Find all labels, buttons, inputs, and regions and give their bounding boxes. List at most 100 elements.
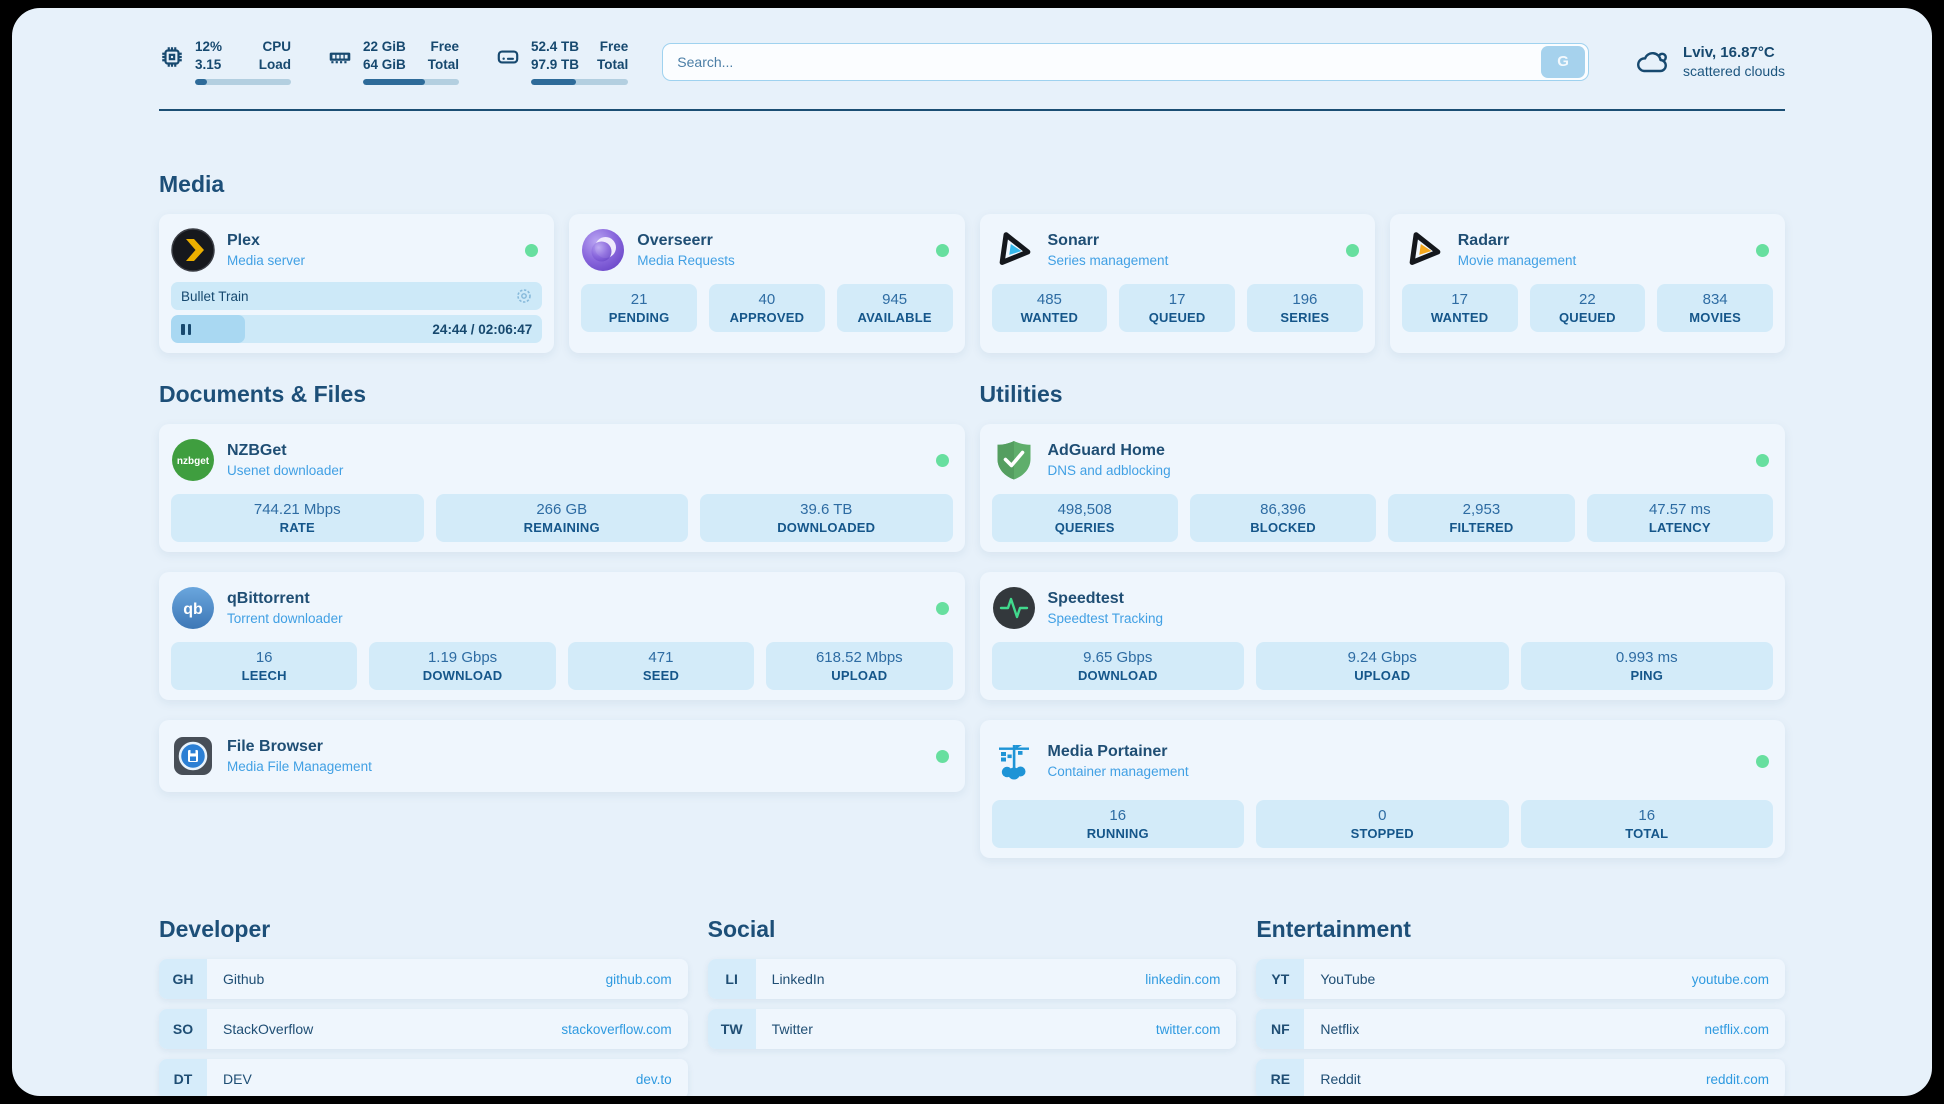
status-dot [935,243,949,257]
session-disc-icon [517,289,532,303]
ram-progress-bar [363,79,459,86]
link-abbr: YT [1256,959,1305,1000]
filebrowser-icon [174,737,212,776]
app-subtitle: Media Requests [637,252,735,268]
link-url[interactable]: youtube.com [1691,971,1769,987]
disk-progress-bar [531,79,629,86]
ram-icon [329,52,351,64]
disk-total-value: 97.9 TB [531,56,580,72]
stat-tile: 498,508 QUERIES [991,494,1178,543]
app-card-speedtest[interactable]: Speedtest Speedtest Tracking 9.65 Gbps D… [979,572,1785,701]
section-title-media: Media [159,171,225,198]
pause-icon[interactable] [181,323,191,335]
section-title-developer: Developer [159,916,271,943]
link-abbr: SO [159,1009,207,1050]
search-input[interactable] [663,53,1542,70]
status-dot [935,749,949,763]
search-provider-button[interactable]: G [1541,45,1586,78]
stat-tile: 40 APPROVED [709,284,825,333]
svg-text:qb: qb [183,601,203,618]
cloud-icon [1637,51,1667,72]
app-card-filebrowser[interactable]: File Browser Media File Management [159,720,965,793]
app-card-sonarr[interactable]: Sonarr Series management 485 WANTED 17 Q… [979,214,1375,354]
app-subtitle: Torrent downloader [227,610,343,626]
link-item-stackoverflow[interactable]: SO StackOverflow stackoverflow.com [159,1009,688,1050]
nzbget-icon: nzbget [172,439,214,482]
stat-tile: 0.993 ms PING [1520,642,1773,691]
app-subtitle: Movie management [1457,252,1577,268]
link-name: DEV [223,1071,252,1088]
weather-condition: scattered clouds [1683,63,1785,80]
link-item-dev[interactable]: DT DEV dev.to [159,1059,688,1096]
link-item-github[interactable]: GH Github github.com [159,959,688,1000]
app-card-nzbget[interactable]: nzbget NZBGet Usenet downloader 744.21 M… [159,424,965,553]
top-bar: 12% 3.15 CPU Load [159,38,1785,86]
link-url[interactable]: reddit.com [1705,1071,1769,1087]
app-name: Speedtest [1047,590,1124,608]
disk-total-label: Total [597,56,629,72]
weather-widget: Lviv, 16.87°C scattered clouds [1635,43,1785,81]
stat-tile: 2,953 FILTERED [1388,494,1575,543]
radarr-icon [1409,232,1441,266]
playback-time: 24:44 / 02:06:47 [432,321,533,337]
link-url[interactable]: twitter.com [1155,1021,1221,1037]
disk-stat: 52.4 TB 97.9 TB Free Total [495,38,629,86]
app-subtitle: Container management [1047,763,1189,779]
stat-tile: 16 LEECH [171,642,358,691]
link-item-youtube[interactable]: YT YouTube youtube.com [1256,959,1785,1000]
link-url[interactable]: github.com [605,971,672,987]
link-item-linkedin[interactable]: LI LinkedIn linkedin.com [707,959,1237,1000]
link-item-reddit[interactable]: RE Reddit reddit.com [1256,1059,1785,1096]
now-playing-title: Bullet Train [181,288,249,304]
cpu-stat: 12% 3.15 CPU Load [159,38,291,86]
section-title-social: Social [707,916,776,943]
status-dot [1756,754,1769,768]
app-name: File Browser [227,738,324,756]
link-url[interactable]: linkedin.com [1145,971,1221,987]
link-item-netflix[interactable]: NF Netflix netflix.com [1256,1009,1785,1050]
app-card-radarr[interactable]: Radarr Movie management 17 WANTED 22 QUE… [1389,214,1785,354]
status-dot [935,601,949,615]
app-subtitle: Media server [227,252,306,268]
app-name: Radarr [1457,232,1510,250]
app-subtitle: DNS and adblocking [1047,462,1171,478]
links-column-developer: Developer GH Github github.com SO StackO… [159,916,688,1096]
ram-stat: 22 GiB 64 GiB Free Total [327,38,459,86]
cpu-icon [162,47,182,67]
link-abbr: GH [159,959,207,1000]
media-grid: Plex Media server Bullet Train 24:44 / 0… [159,214,1785,354]
link-url[interactable]: netflix.com [1704,1021,1769,1037]
app-card-overseerr[interactable]: Overseerr Media Requests 21 PENDING 40 A… [569,214,965,354]
stat-tile: 618.52 Mbps UPLOAD [766,642,953,691]
app-card-portainer[interactable]: Media Portainer Container management 16 … [979,720,1785,859]
stat-tile: 86,396 BLOCKED [1189,494,1377,543]
app-card-plex[interactable]: Plex Media server Bullet Train 24:44 / 0… [159,214,555,354]
link-name: Twitter [771,1021,813,1038]
link-url[interactable]: stackoverflow.com [561,1021,672,1037]
app-card-qbittorrent[interactable]: qb qBittorrent Torrent downloader 16 LEE… [159,572,965,701]
links-column-social: Social LI LinkedIn linkedin.com TW Twitt… [707,916,1237,1096]
link-url[interactable]: dev.to [635,1071,672,1087]
dashboard-page: 12% 3.15 CPU Load [12,8,1932,1096]
section-title-entertainment: Entertainment [1256,916,1411,943]
status-dot [1756,243,1769,257]
stat-tile: 22 QUEUED [1529,284,1646,333]
stat-tile: 0 STOPPED [1256,800,1509,849]
cpu-usage-value: 12% [195,39,223,54]
stat-tile: 9.65 Gbps DOWNLOAD [991,642,1244,691]
app-subtitle: Series management [1047,252,1169,268]
cpu-load-value: 3.15 [195,56,222,72]
stat-tile: 17 WANTED [1401,284,1518,333]
links-column-entertainment: Entertainment YT YouTube youtube.com NF … [1256,916,1785,1096]
link-name: Reddit [1320,1071,1361,1088]
status-dot [525,243,539,257]
sonarr-icon [999,232,1030,266]
link-item-twitter[interactable]: TW Twitter twitter.com [707,1009,1237,1050]
ram-free-label: Free [430,39,459,54]
stat-tile: 39.6 TB DOWNLOADED [700,494,953,543]
plex-now-playing: Bullet Train [171,282,543,311]
cpu-label: CPU [262,39,291,54]
app-card-adguard[interactable]: AdGuard Home DNS and adblocking 498,508 … [979,424,1785,553]
search-bar: G [662,42,1590,81]
cpu-load-label: Load [258,56,291,72]
